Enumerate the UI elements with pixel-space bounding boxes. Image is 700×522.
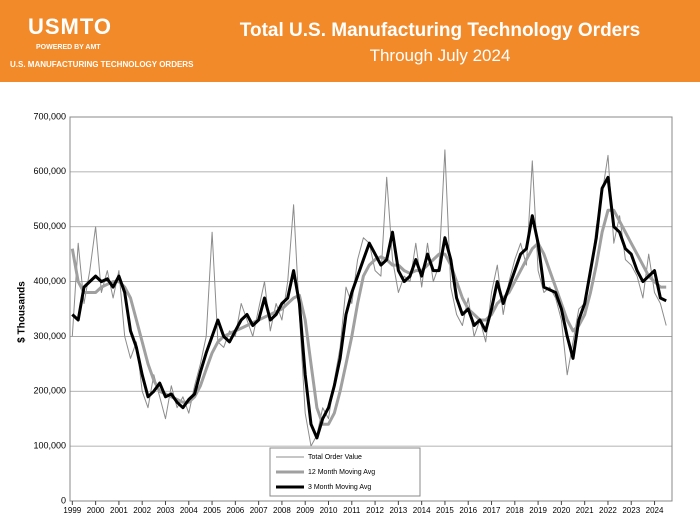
x-tick-label: 2022 <box>599 506 617 515</box>
chart-title: Total U.S. Manufacturing Technology Orde… <box>239 20 641 41</box>
y-tick-label: 0 <box>61 495 66 505</box>
chart: $ Thousands 0 100,000 200,000 300,000 400,00… <box>17 111 673 515</box>
plot-frame <box>69 116 673 502</box>
x-tick-label: 2023 <box>622 506 640 515</box>
x-tick-label: 2018 <box>506 506 524 515</box>
legend-label: 3 Month Moving Avg <box>308 484 371 491</box>
x-tick-label: 2014 <box>413 506 431 515</box>
x-tick-label: 2005 <box>203 506 221 515</box>
x-tick-label: 2000 <box>87 506 105 515</box>
x-tick-label: 2011 <box>343 506 361 515</box>
series-line <box>71 175 667 440</box>
x-tick-label: 2004 <box>180 506 198 515</box>
logo: USMTO <box>28 14 113 39</box>
x-tick-label: 1999 <box>63 506 81 515</box>
x-tick-label: 2001 <box>110 506 128 515</box>
header: USMTO POWERED BY AMT U.S. MANUFACTURING … <box>0 0 700 82</box>
y-tick-label: 400,000 <box>33 276 66 286</box>
x-tick-label: 2019 <box>529 506 547 515</box>
x-tick-label: 2013 <box>389 506 407 515</box>
y-axis-label: $ Thousands <box>17 281 28 343</box>
y-tick-label: 600,000 <box>33 166 66 176</box>
y-tick-label: 200,000 <box>33 386 66 396</box>
x-tick-label: 2008 <box>273 506 291 515</box>
y-tick-label: 100,000 <box>33 441 66 451</box>
x-tick-label: 2002 <box>133 506 151 515</box>
y-tick-label: 300,000 <box>33 331 66 341</box>
x-tick-label: 2009 <box>296 506 314 515</box>
x-tick-label: 2010 <box>320 506 338 515</box>
chart-subtitle: Through July 2024 <box>369 46 511 65</box>
tagline: U.S. MANUFACTURING TECHNOLOGY ORDERS <box>10 60 194 69</box>
x-tick-label: 2016 <box>459 506 477 515</box>
x-tick-label: 2024 <box>646 506 664 515</box>
series-line <box>71 149 667 447</box>
x-tick-label: 2020 <box>552 506 570 515</box>
x-tick-label: 2007 <box>250 506 268 515</box>
series-line <box>70 208 667 426</box>
y-tick-label: 700,000 <box>33 111 66 121</box>
legend-label: Total Order Value <box>308 454 362 461</box>
legend-label: 12 Month Moving Avg <box>308 469 375 476</box>
x-tick-label: 2017 <box>483 506 501 515</box>
x-tick-label: 2006 <box>226 506 244 515</box>
powered-by: POWERED BY AMT <box>36 44 101 51</box>
x-tick-label: 2015 <box>436 506 454 515</box>
x-tick-label: 2021 <box>576 506 594 515</box>
x-tick-label: 2003 <box>157 506 175 515</box>
y-tick-label: 500,000 <box>33 221 66 231</box>
x-tick-label: 2012 <box>366 506 384 515</box>
